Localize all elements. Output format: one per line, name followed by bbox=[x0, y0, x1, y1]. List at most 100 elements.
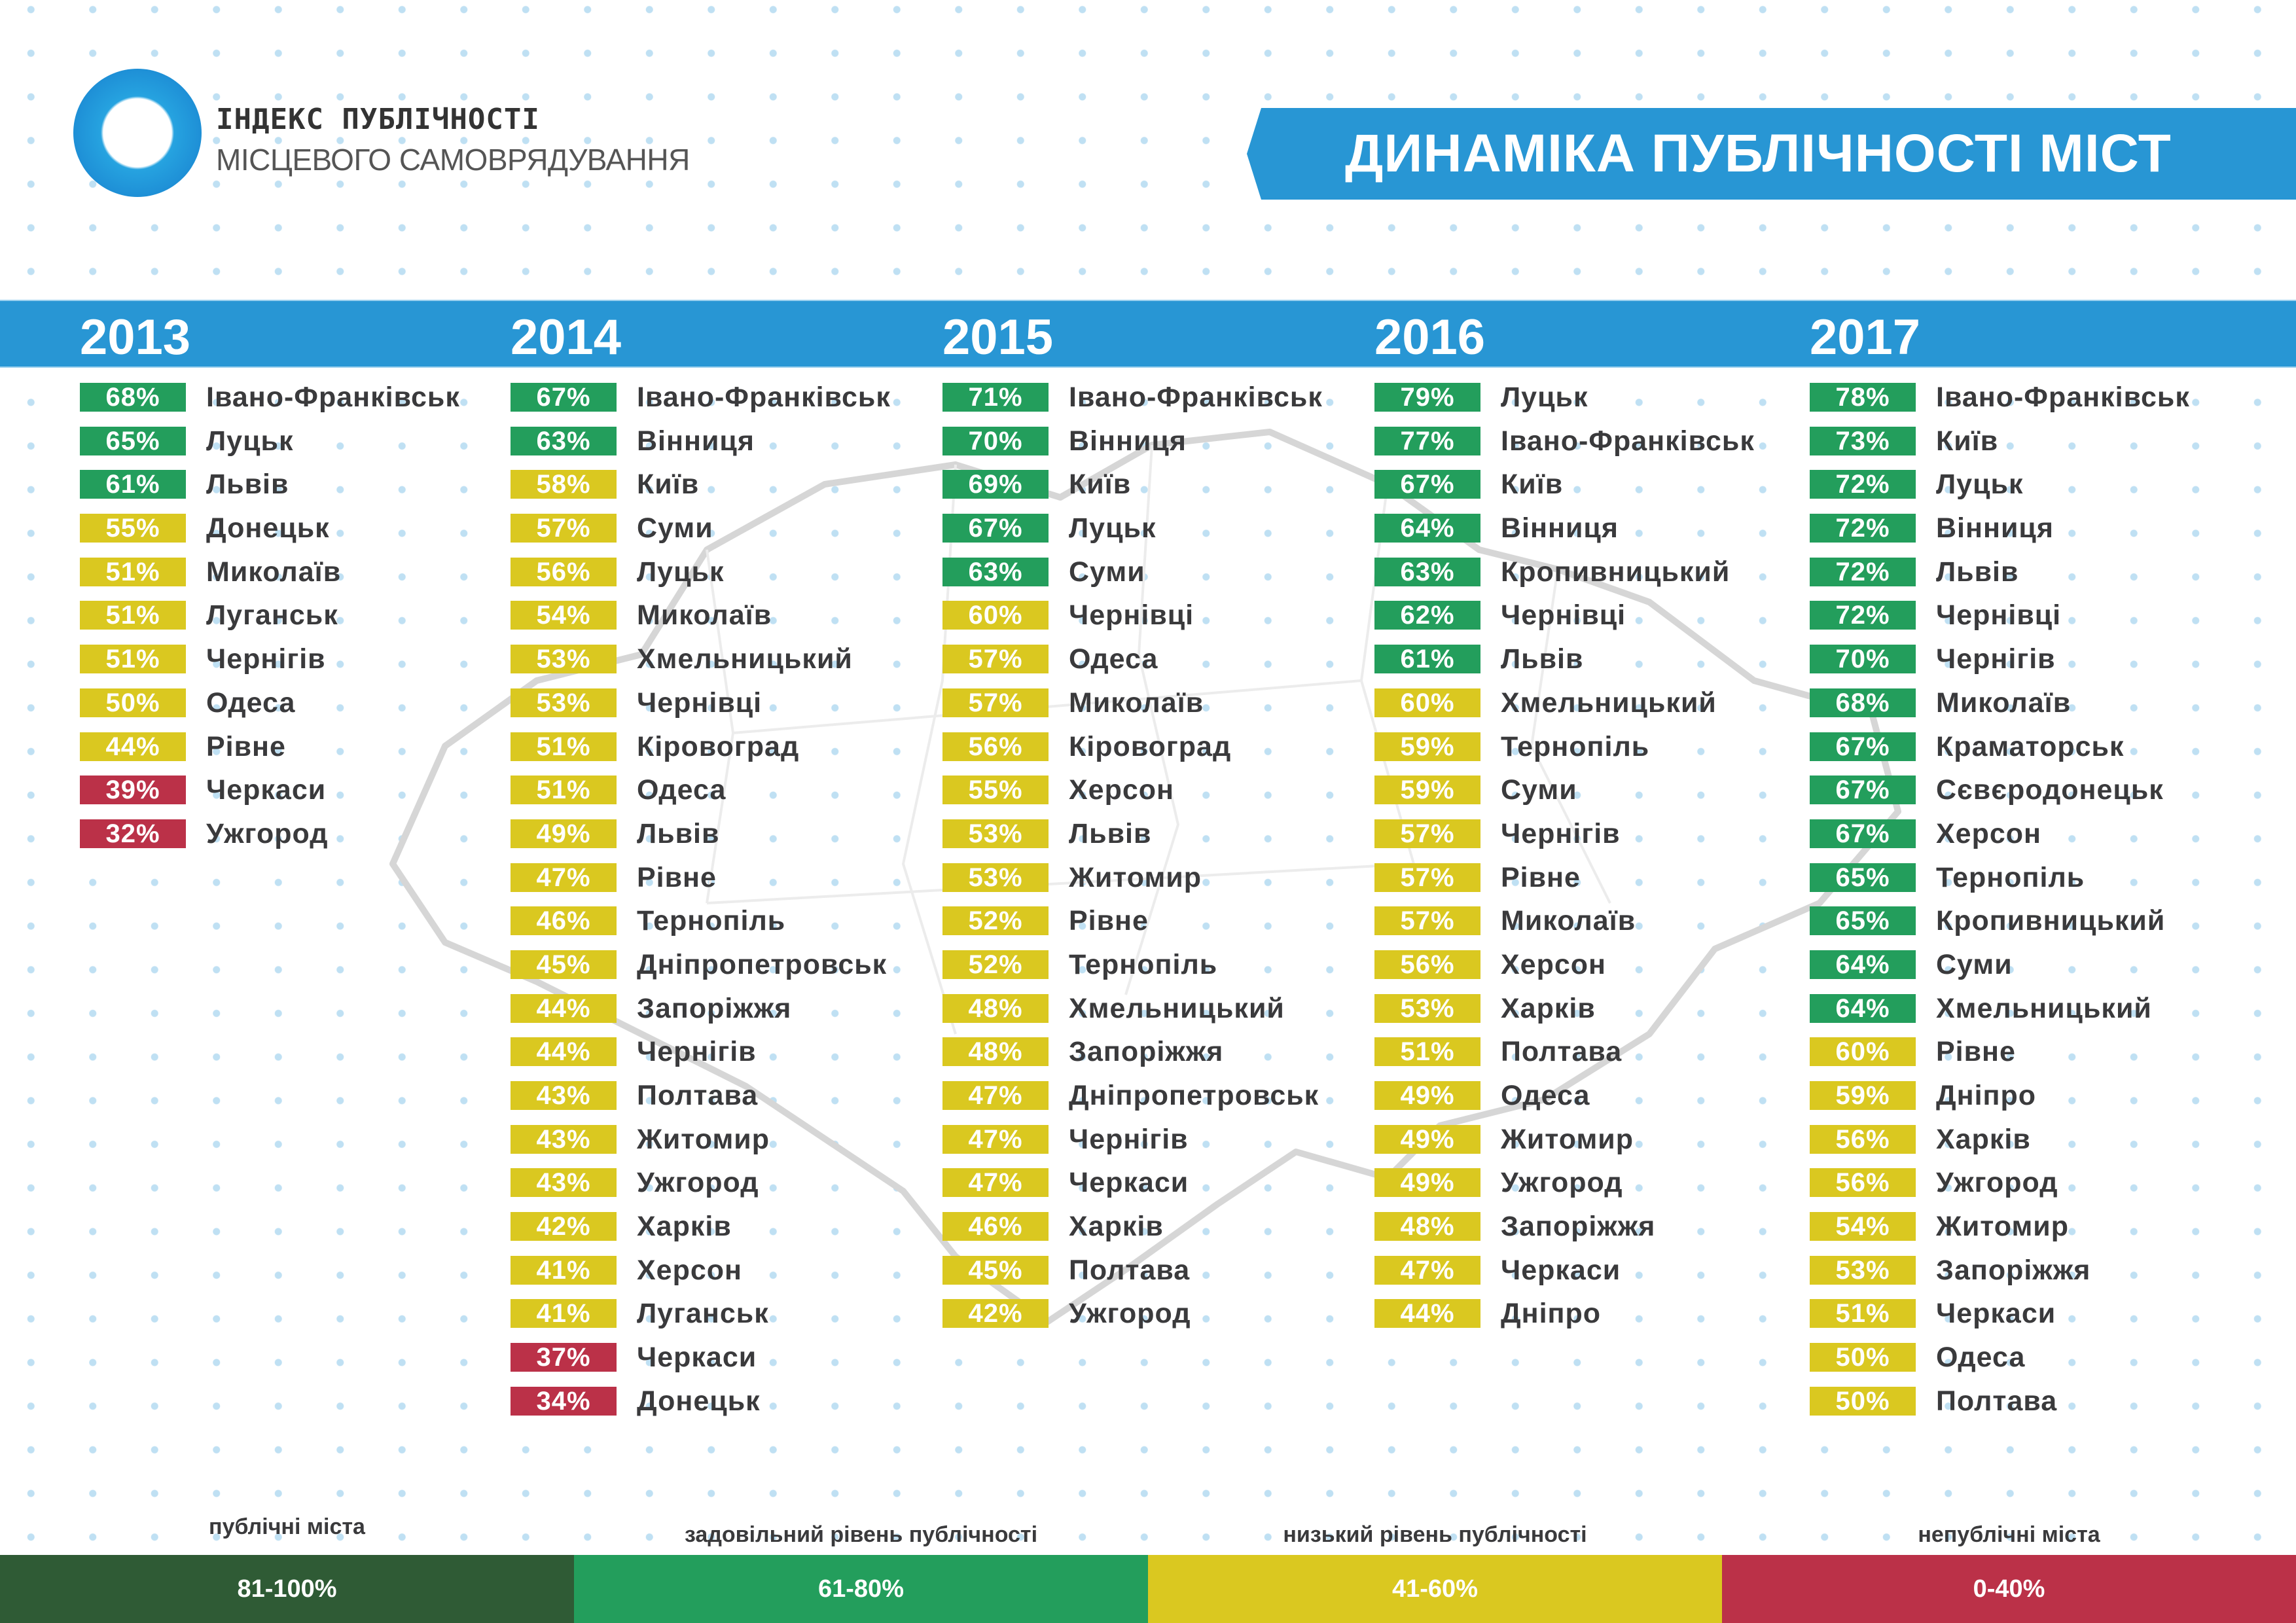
percent-badge: 59% bbox=[1810, 1081, 1916, 1110]
city-name: Луганськ bbox=[637, 1298, 769, 1330]
city-name: Львів bbox=[1936, 556, 2019, 588]
city-name: Черкаси bbox=[1936, 1298, 2056, 1330]
percent-badge: 72% bbox=[1810, 470, 1916, 499]
city-name: Чернівці bbox=[1501, 599, 1626, 632]
city-name: Запоріжжя bbox=[1501, 1211, 1656, 1243]
year-label-2015: 2015 bbox=[942, 310, 1054, 365]
percent-badge: 55% bbox=[942, 776, 1049, 805]
percent-badge: 56% bbox=[511, 557, 617, 586]
percent-badge: 72% bbox=[1810, 514, 1916, 543]
city-name: Суми bbox=[1501, 774, 1577, 806]
logo-ring-icon bbox=[73, 69, 202, 197]
percent-badge: 47% bbox=[942, 1081, 1049, 1110]
percent-badge: 45% bbox=[511, 950, 617, 979]
percent-badge: 46% bbox=[942, 1212, 1049, 1241]
percent-badge: 62% bbox=[1374, 601, 1480, 630]
percent-badge: 49% bbox=[1374, 1168, 1480, 1198]
percent-badge: 63% bbox=[942, 557, 1049, 586]
percent-badge: 56% bbox=[942, 732, 1049, 761]
city-name: Дніпропетровськ bbox=[637, 948, 888, 980]
percent-badge: 51% bbox=[1374, 1037, 1480, 1067]
city-name: Житомир bbox=[1501, 1123, 1634, 1155]
percent-badge: 65% bbox=[1810, 863, 1916, 892]
year-header-band bbox=[0, 300, 2296, 368]
city-name: Харків bbox=[637, 1211, 732, 1243]
percent-badge: 57% bbox=[942, 645, 1049, 674]
percent-badge: 57% bbox=[511, 514, 617, 543]
percent-badge: 49% bbox=[511, 819, 617, 848]
percent-badge: 67% bbox=[1810, 819, 1916, 848]
city-name: Чернігів bbox=[206, 643, 326, 675]
percent-badge: 56% bbox=[1810, 1168, 1916, 1198]
city-name: Чернігів bbox=[1501, 817, 1621, 849]
city-name: Ужгород bbox=[1069, 1298, 1191, 1330]
percent-badge: 51% bbox=[1810, 1299, 1916, 1329]
city-name: Луганськ bbox=[206, 599, 338, 632]
city-name: Донецьк bbox=[206, 512, 330, 544]
city-name: Херсон bbox=[1069, 774, 1175, 806]
legend-bar-satisfactory: 61-80% bbox=[574, 1555, 1148, 1623]
percent-badge: 50% bbox=[1810, 1386, 1916, 1416]
city-name: Харків bbox=[1936, 1123, 2031, 1155]
percent-badge: 72% bbox=[1810, 557, 1916, 586]
percent-badge: 57% bbox=[1374, 819, 1480, 848]
percent-badge: 64% bbox=[1374, 514, 1480, 543]
percent-badge: 54% bbox=[1810, 1212, 1916, 1241]
city-name: Хмельницький bbox=[1936, 992, 2152, 1024]
city-name: Чернігів bbox=[1936, 643, 2056, 675]
city-name: Рівне bbox=[637, 861, 717, 893]
city-name: Житомир bbox=[1936, 1211, 2069, 1243]
percent-badge: 51% bbox=[511, 732, 617, 761]
percent-badge: 49% bbox=[1374, 1081, 1480, 1110]
percent-badge: 47% bbox=[511, 863, 617, 892]
city-name: Івано-Франківськ bbox=[1501, 425, 1755, 457]
percent-badge: 68% bbox=[1810, 688, 1916, 717]
city-name: Київ bbox=[1069, 469, 1132, 501]
percent-badge: 52% bbox=[942, 950, 1049, 979]
city-name: Одеса bbox=[206, 687, 296, 719]
city-name: Херсон bbox=[637, 1254, 743, 1286]
city-name: Чернівці bbox=[1936, 599, 2062, 632]
percent-badge: 64% bbox=[1810, 993, 1916, 1023]
city-name: Харків bbox=[1069, 1211, 1164, 1243]
city-name: Житомир bbox=[637, 1123, 770, 1155]
percent-badge: 41% bbox=[511, 1299, 617, 1329]
percent-badge: 48% bbox=[942, 993, 1049, 1023]
city-name: Вінниця bbox=[1936, 512, 2054, 544]
city-name: Рівне bbox=[1936, 1036, 2016, 1068]
percent-badge: 72% bbox=[1810, 601, 1916, 630]
percent-badge: 71% bbox=[942, 383, 1049, 412]
percent-badge: 55% bbox=[80, 514, 186, 543]
city-name: Рівне bbox=[1069, 905, 1149, 937]
city-name: Ужгород bbox=[1501, 1167, 1623, 1199]
city-name: Одеса bbox=[1936, 1342, 2026, 1374]
city-name: Луцьк bbox=[1069, 512, 1157, 544]
city-name: Полтава bbox=[1501, 1036, 1623, 1068]
city-name: Ужгород bbox=[206, 817, 329, 849]
percent-badge: 69% bbox=[942, 470, 1049, 499]
legend-bar-non-public: 0-40% bbox=[1722, 1555, 2296, 1623]
legend-bar-public: 81-100% bbox=[0, 1555, 574, 1623]
percent-badge: 48% bbox=[942, 1037, 1049, 1067]
city-name: Тернопіль bbox=[637, 905, 786, 937]
percent-badge: 43% bbox=[511, 1081, 617, 1110]
percent-badge: 53% bbox=[511, 688, 617, 717]
percent-badge: 44% bbox=[511, 993, 617, 1023]
page-title-banner: ДИНАМІКА ПУБЛІЧНОСТІ МІСТ bbox=[1247, 108, 2296, 200]
percent-badge: 54% bbox=[511, 601, 617, 630]
percent-badge: 60% bbox=[942, 601, 1049, 630]
city-name: Полтава bbox=[637, 1080, 759, 1111]
city-name: Сєвєродонецьк bbox=[1936, 774, 2164, 806]
percent-badge: 46% bbox=[511, 906, 617, 936]
percent-badge: 47% bbox=[942, 1124, 1049, 1154]
year-label-2014: 2014 bbox=[511, 310, 622, 365]
city-name: Київ bbox=[1501, 469, 1564, 501]
city-name: Кропивницький bbox=[1501, 556, 1731, 588]
city-name: Краматорськ bbox=[1936, 730, 2125, 762]
city-name: Вінниця bbox=[1501, 512, 1619, 544]
city-name: Вінниця bbox=[1069, 425, 1187, 457]
percent-badge: 61% bbox=[1374, 645, 1480, 674]
percent-badge: 79% bbox=[1374, 383, 1480, 412]
percent-badge: 51% bbox=[80, 601, 186, 630]
city-name: Вінниця bbox=[637, 425, 755, 457]
